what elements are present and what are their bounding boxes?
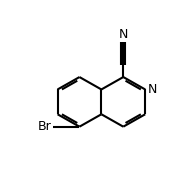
Text: N: N	[148, 83, 157, 96]
Text: N: N	[119, 28, 128, 41]
Text: Br: Br	[38, 120, 51, 133]
